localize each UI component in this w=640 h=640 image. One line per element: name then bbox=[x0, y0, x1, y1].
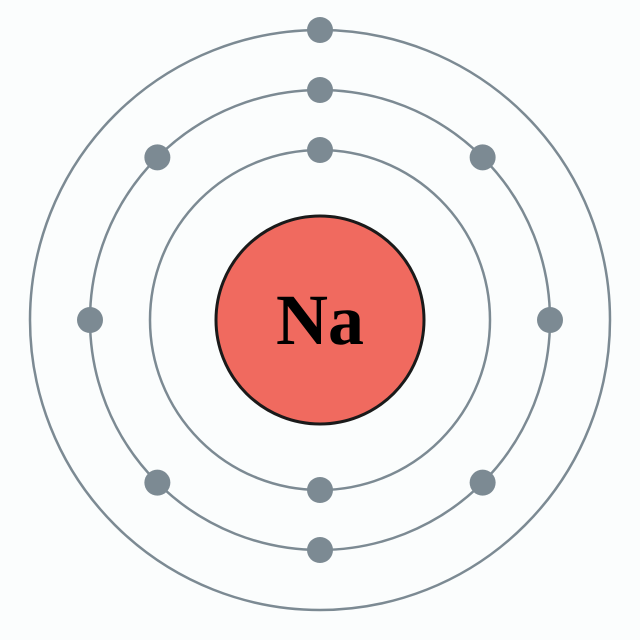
electron-s2-e2 bbox=[470, 144, 496, 170]
electron-s2-e8 bbox=[144, 144, 170, 170]
electron-s3-e1 bbox=[307, 17, 333, 43]
electron-s2-e6 bbox=[144, 470, 170, 496]
element-symbol: Na bbox=[276, 280, 364, 360]
electron-s1-e1 bbox=[307, 137, 333, 163]
electron-s2-e3 bbox=[537, 307, 563, 333]
electron-s2-e1 bbox=[307, 77, 333, 103]
bohr-diagram: Na bbox=[0, 0, 640, 640]
electron-s2-e7 bbox=[77, 307, 103, 333]
electron-s2-e4 bbox=[470, 470, 496, 496]
electron-s2-e5 bbox=[307, 537, 333, 563]
electron-s1-e2 bbox=[307, 477, 333, 503]
